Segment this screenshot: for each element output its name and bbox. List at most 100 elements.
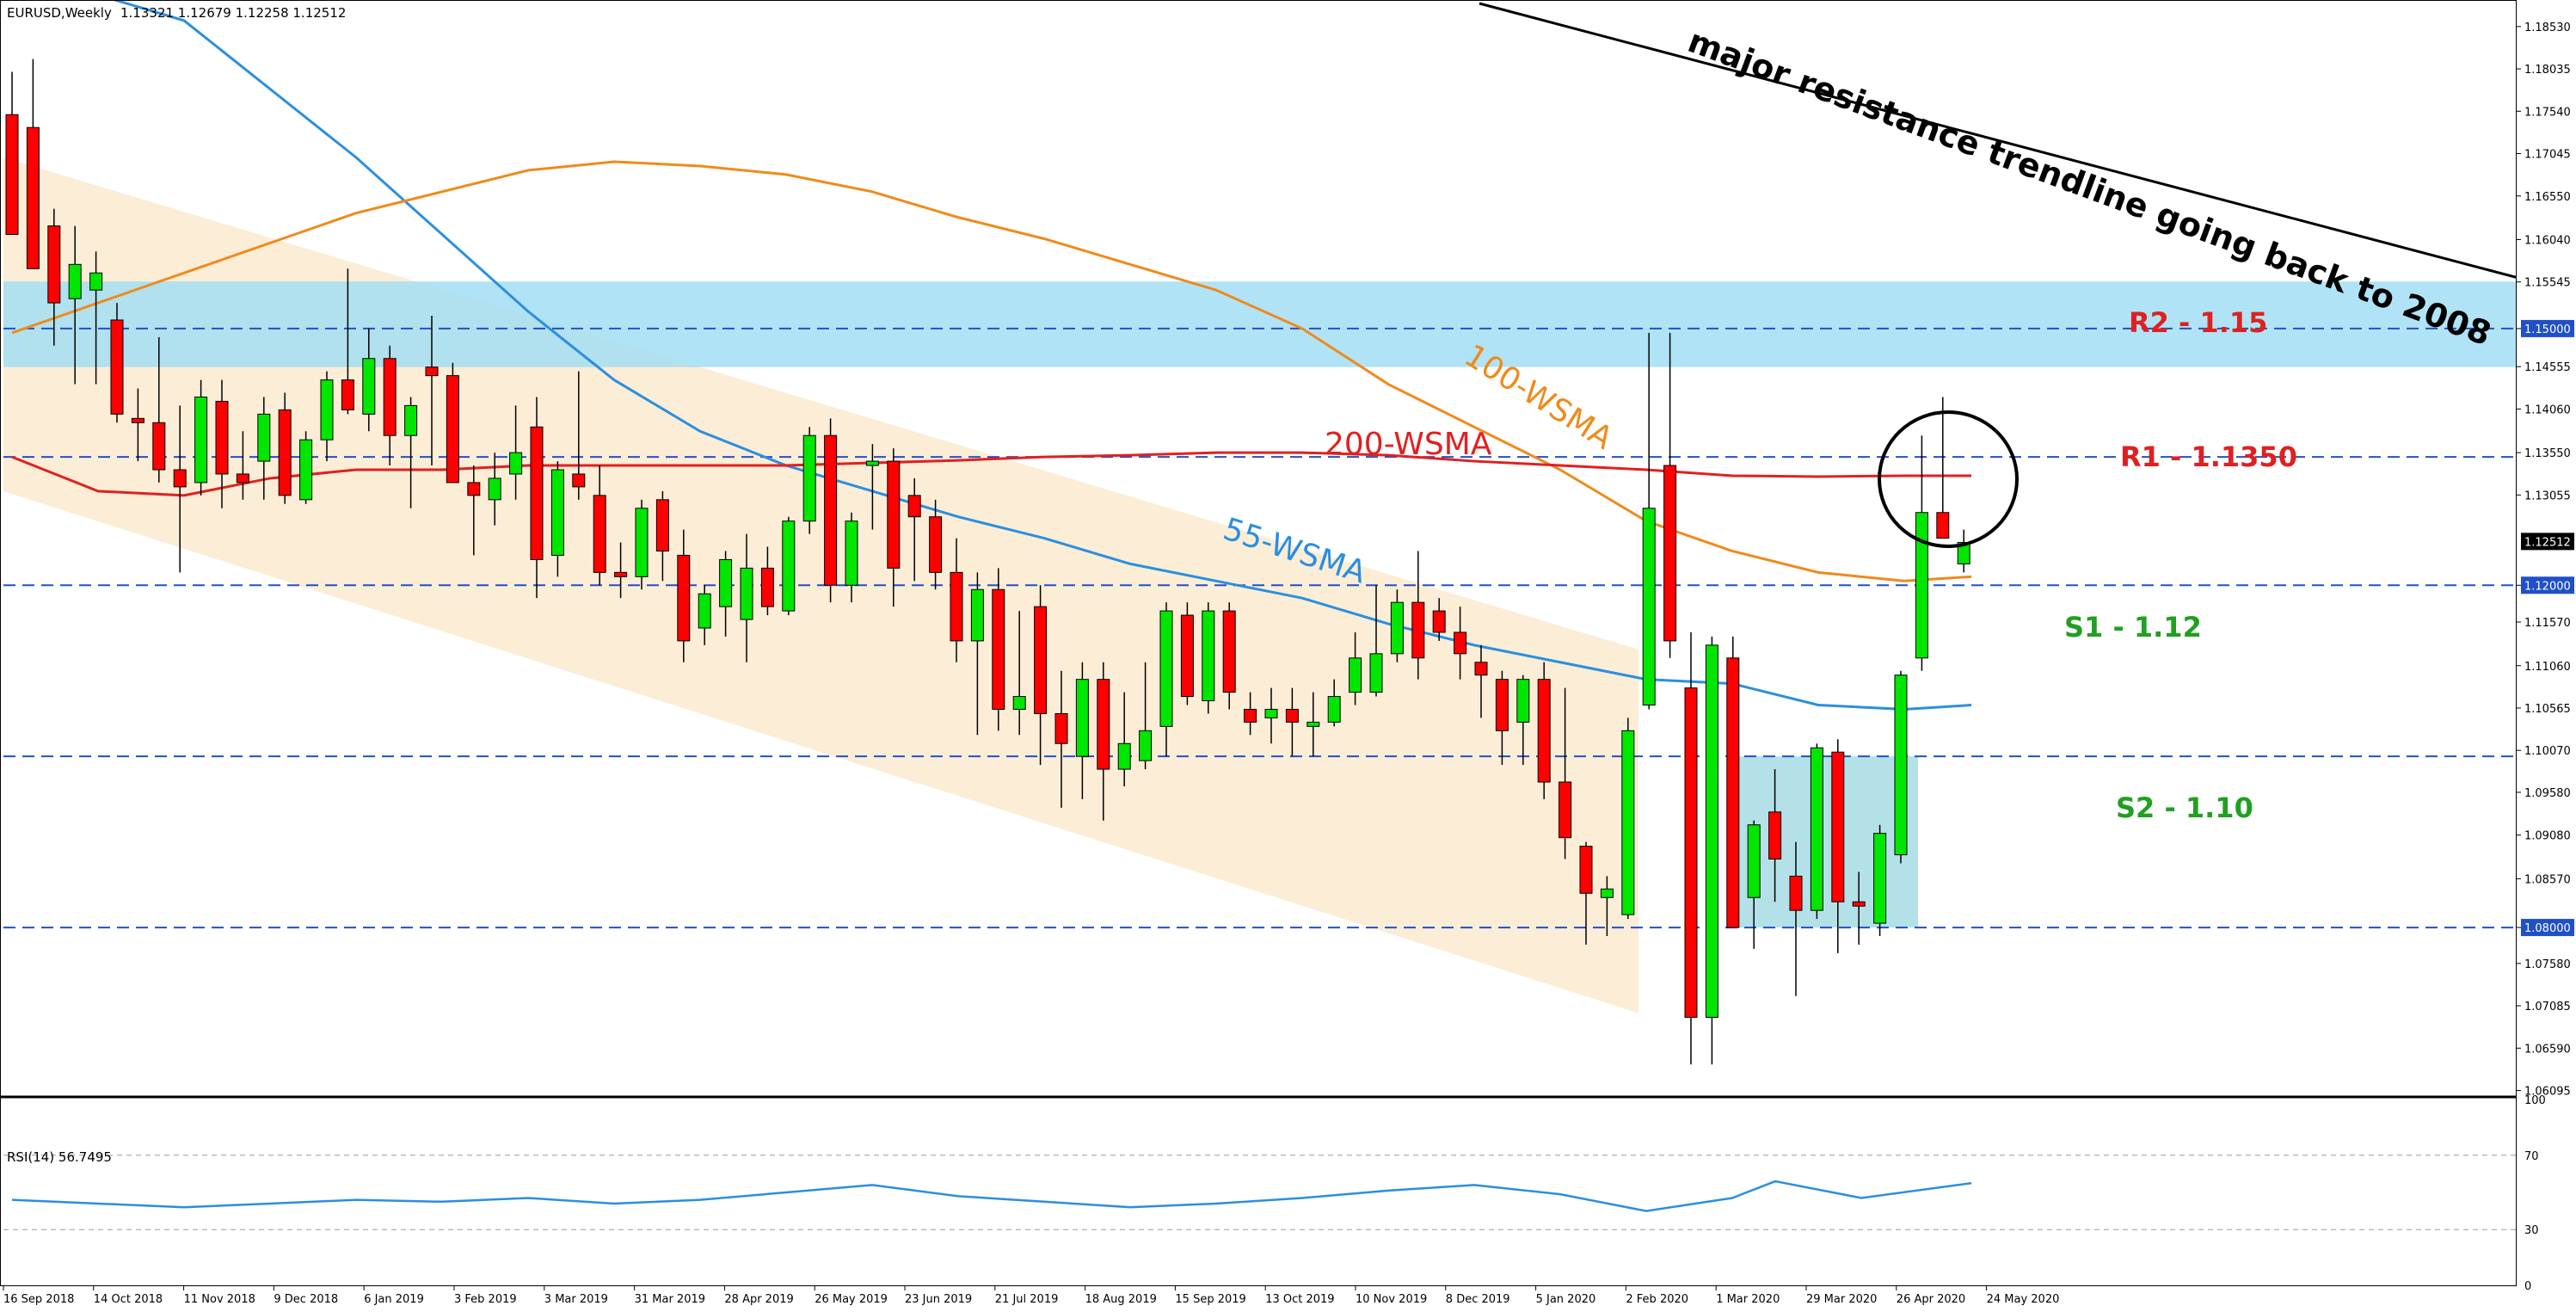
candle: [907, 477, 921, 582]
candle: [509, 405, 523, 500]
major-resistance-trendline: [1479, 2, 2517, 279]
candle: [404, 397, 418, 508]
candle: [992, 568, 1005, 731]
candle-body: [194, 396, 208, 484]
candle: [1306, 692, 1320, 757]
candle: [1054, 670, 1068, 808]
candle: [635, 499, 649, 590]
candle-body: [236, 473, 249, 484]
candle: [698, 585, 711, 645]
candle-body: [1559, 781, 1572, 839]
rsi-tick-label: 30: [2524, 1224, 2539, 1237]
level-tag: [2521, 576, 2574, 594]
candle-body: [1810, 747, 1823, 911]
candle-body: [550, 469, 564, 556]
candle: [1117, 692, 1131, 786]
candle: [1411, 551, 1425, 680]
price-tick-label: 1.17045: [2524, 149, 2571, 162]
time-tick-label: 29 Mar 2020: [1806, 1293, 1877, 1306]
candle-body: [68, 263, 82, 299]
candle: [236, 431, 249, 500]
price-tick-label: 1.16040: [2524, 234, 2571, 247]
level-tag: [2521, 919, 2574, 937]
time-tick-label: 5 Jan 2020: [1536, 1293, 1596, 1306]
candle-body: [1474, 662, 1488, 676]
candle-body: [1642, 508, 1656, 705]
time-tick-label: 15 Sep 2019: [1175, 1293, 1245, 1306]
time-tick-label: 28 Apr 2019: [724, 1293, 793, 1306]
candle: [173, 405, 187, 573]
time-tick-label: 21 Jul 2019: [995, 1293, 1059, 1306]
candle: [1579, 841, 1593, 945]
candle: [530, 397, 544, 599]
price-tick-label: 1.13550: [2524, 447, 2571, 460]
candle-body: [425, 366, 439, 377]
ma55-line: [110, 0, 1972, 711]
time-tick-label: 24 May 2020: [1987, 1293, 2060, 1306]
candle-body: [1894, 674, 1908, 856]
candle-body: [1012, 696, 1026, 710]
candle-body: [1915, 512, 1928, 659]
candle-body: [1663, 465, 1677, 642]
price-tick-label: 1.09080: [2524, 830, 2571, 843]
candle-body: [760, 567, 774, 607]
candle-body: [824, 434, 838, 586]
candle-body: [1432, 610, 1446, 633]
time-tick-label: 10 Nov 2019: [1356, 1293, 1427, 1306]
time-tick-label: 31 Mar 2019: [635, 1293, 705, 1306]
candle-body: [1097, 679, 1110, 770]
candle-body: [1180, 614, 1194, 698]
candle: [1852, 872, 1866, 945]
ma100-line: [11, 160, 1972, 582]
candle: [299, 431, 313, 504]
candle: [1663, 332, 1677, 658]
candles-layer: [5, 59, 1970, 1065]
candle: [1139, 662, 1153, 770]
candle: [1222, 602, 1236, 710]
candle: [152, 336, 166, 483]
time-tick-label: 23 Jun 2019: [905, 1293, 972, 1306]
candle-body: [740, 567, 753, 620]
candle-body: [488, 477, 501, 501]
candle: [845, 512, 858, 603]
candle: [1327, 679, 1341, 727]
candle-body: [655, 499, 669, 551]
candle-body: [950, 571, 963, 642]
candle: [614, 542, 628, 599]
candle: [1684, 631, 1698, 1065]
candle-body: [614, 571, 628, 577]
ma200-line: [11, 451, 1971, 497]
candle-body: [1600, 888, 1614, 898]
candle-body: [970, 588, 984, 642]
level-tag: [2521, 319, 2574, 337]
candle: [970, 572, 984, 736]
candle-body: [635, 508, 649, 577]
candle: [1075, 662, 1089, 799]
time-tick-label: 14 Oct 2018: [94, 1293, 163, 1306]
candle: [1454, 607, 1467, 680]
candle: [446, 362, 459, 484]
candle: [1957, 529, 1970, 573]
time-tick-label: 6 Jan 2019: [364, 1293, 424, 1306]
candle: [1349, 631, 1362, 705]
rsi-tick-label: 100: [2524, 1094, 2546, 1107]
candle: [677, 529, 691, 662]
candle-body: [1768, 811, 1782, 860]
rsi-line: [11, 1180, 1972, 1212]
candle-body: [1306, 721, 1320, 727]
candle: [89, 251, 103, 385]
candle: [341, 268, 354, 415]
price-tick-label: 1.18035: [2524, 64, 2571, 77]
candle-body: [1349, 657, 1362, 693]
r1-label: R1 - 1.1350: [2120, 440, 2297, 473]
price-tick-label: 1.09580: [2524, 787, 2571, 800]
resistance-zone: [3, 281, 2516, 367]
candle: [488, 453, 501, 526]
candle-body: [782, 520, 796, 612]
candle: [257, 397, 271, 500]
candle-body: [362, 358, 376, 415]
price-tick-label: 1.08570: [2524, 873, 2571, 886]
time-tick-label: 3 Mar 2019: [544, 1293, 608, 1306]
